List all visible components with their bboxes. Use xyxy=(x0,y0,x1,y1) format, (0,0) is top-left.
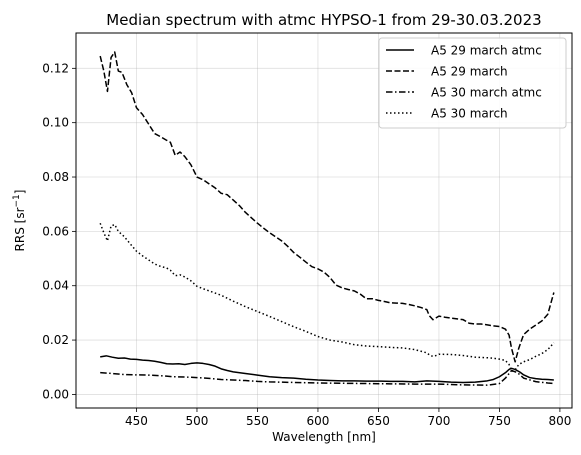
x-tick-label: 600 xyxy=(306,414,329,428)
y-axis-title-end: ] xyxy=(13,190,27,195)
y-tick-label: 0.02 xyxy=(42,333,69,347)
series-line-4 xyxy=(99,222,555,373)
x-tick-label: 800 xyxy=(548,414,571,428)
y-tick-label: 0.00 xyxy=(42,387,69,401)
x-tick-label: 750 xyxy=(488,414,511,428)
legend-label-4: A5 30 march xyxy=(431,107,508,121)
x-axis-title: Wavelength [nm] xyxy=(272,430,376,444)
x-tick-label: 500 xyxy=(186,414,209,428)
series-layer xyxy=(99,51,555,386)
legend-box xyxy=(378,37,567,129)
y-axis-title: RRS [sr−1] xyxy=(12,190,27,252)
series-line-3 xyxy=(100,369,554,386)
y-tick-label: 0.12 xyxy=(42,61,69,75)
x-tick-label: 450 xyxy=(125,414,148,428)
y-tick-label: 0.08 xyxy=(42,170,69,184)
series-line-2 xyxy=(99,51,555,363)
series-line-1 xyxy=(100,355,554,384)
x-tick-label: 700 xyxy=(427,414,450,428)
legend-label-3: A5 30 march atmc xyxy=(431,86,542,100)
legend-label-1: A5 29 march atmc xyxy=(431,44,542,58)
y-axis-title-main: RRS [sr xyxy=(13,207,27,251)
chart-title: Median spectrum with atmc HYPSO-1 from 2… xyxy=(106,11,541,29)
y-axis-title-exponent: −1 xyxy=(12,194,22,207)
y-axis-ticks: 0.00 0.02 0.04 0.06 0.08 0.10 0.12 xyxy=(42,61,76,401)
legend: A5 29 march atmc A5 29 march A5 30 march a… xyxy=(378,37,567,129)
x-tick-label: 550 xyxy=(246,414,269,428)
x-axis-ticks: 450 500 550 600 650 700 750 800 xyxy=(125,408,571,428)
y-tick-label: 0.10 xyxy=(42,116,69,130)
legend-label-2: A5 29 march xyxy=(431,65,508,79)
x-tick-label: 650 xyxy=(367,414,390,428)
y-tick-label: 0.06 xyxy=(42,224,69,238)
y-tick-label: 0.04 xyxy=(42,279,69,293)
plot-frame xyxy=(75,32,573,409)
